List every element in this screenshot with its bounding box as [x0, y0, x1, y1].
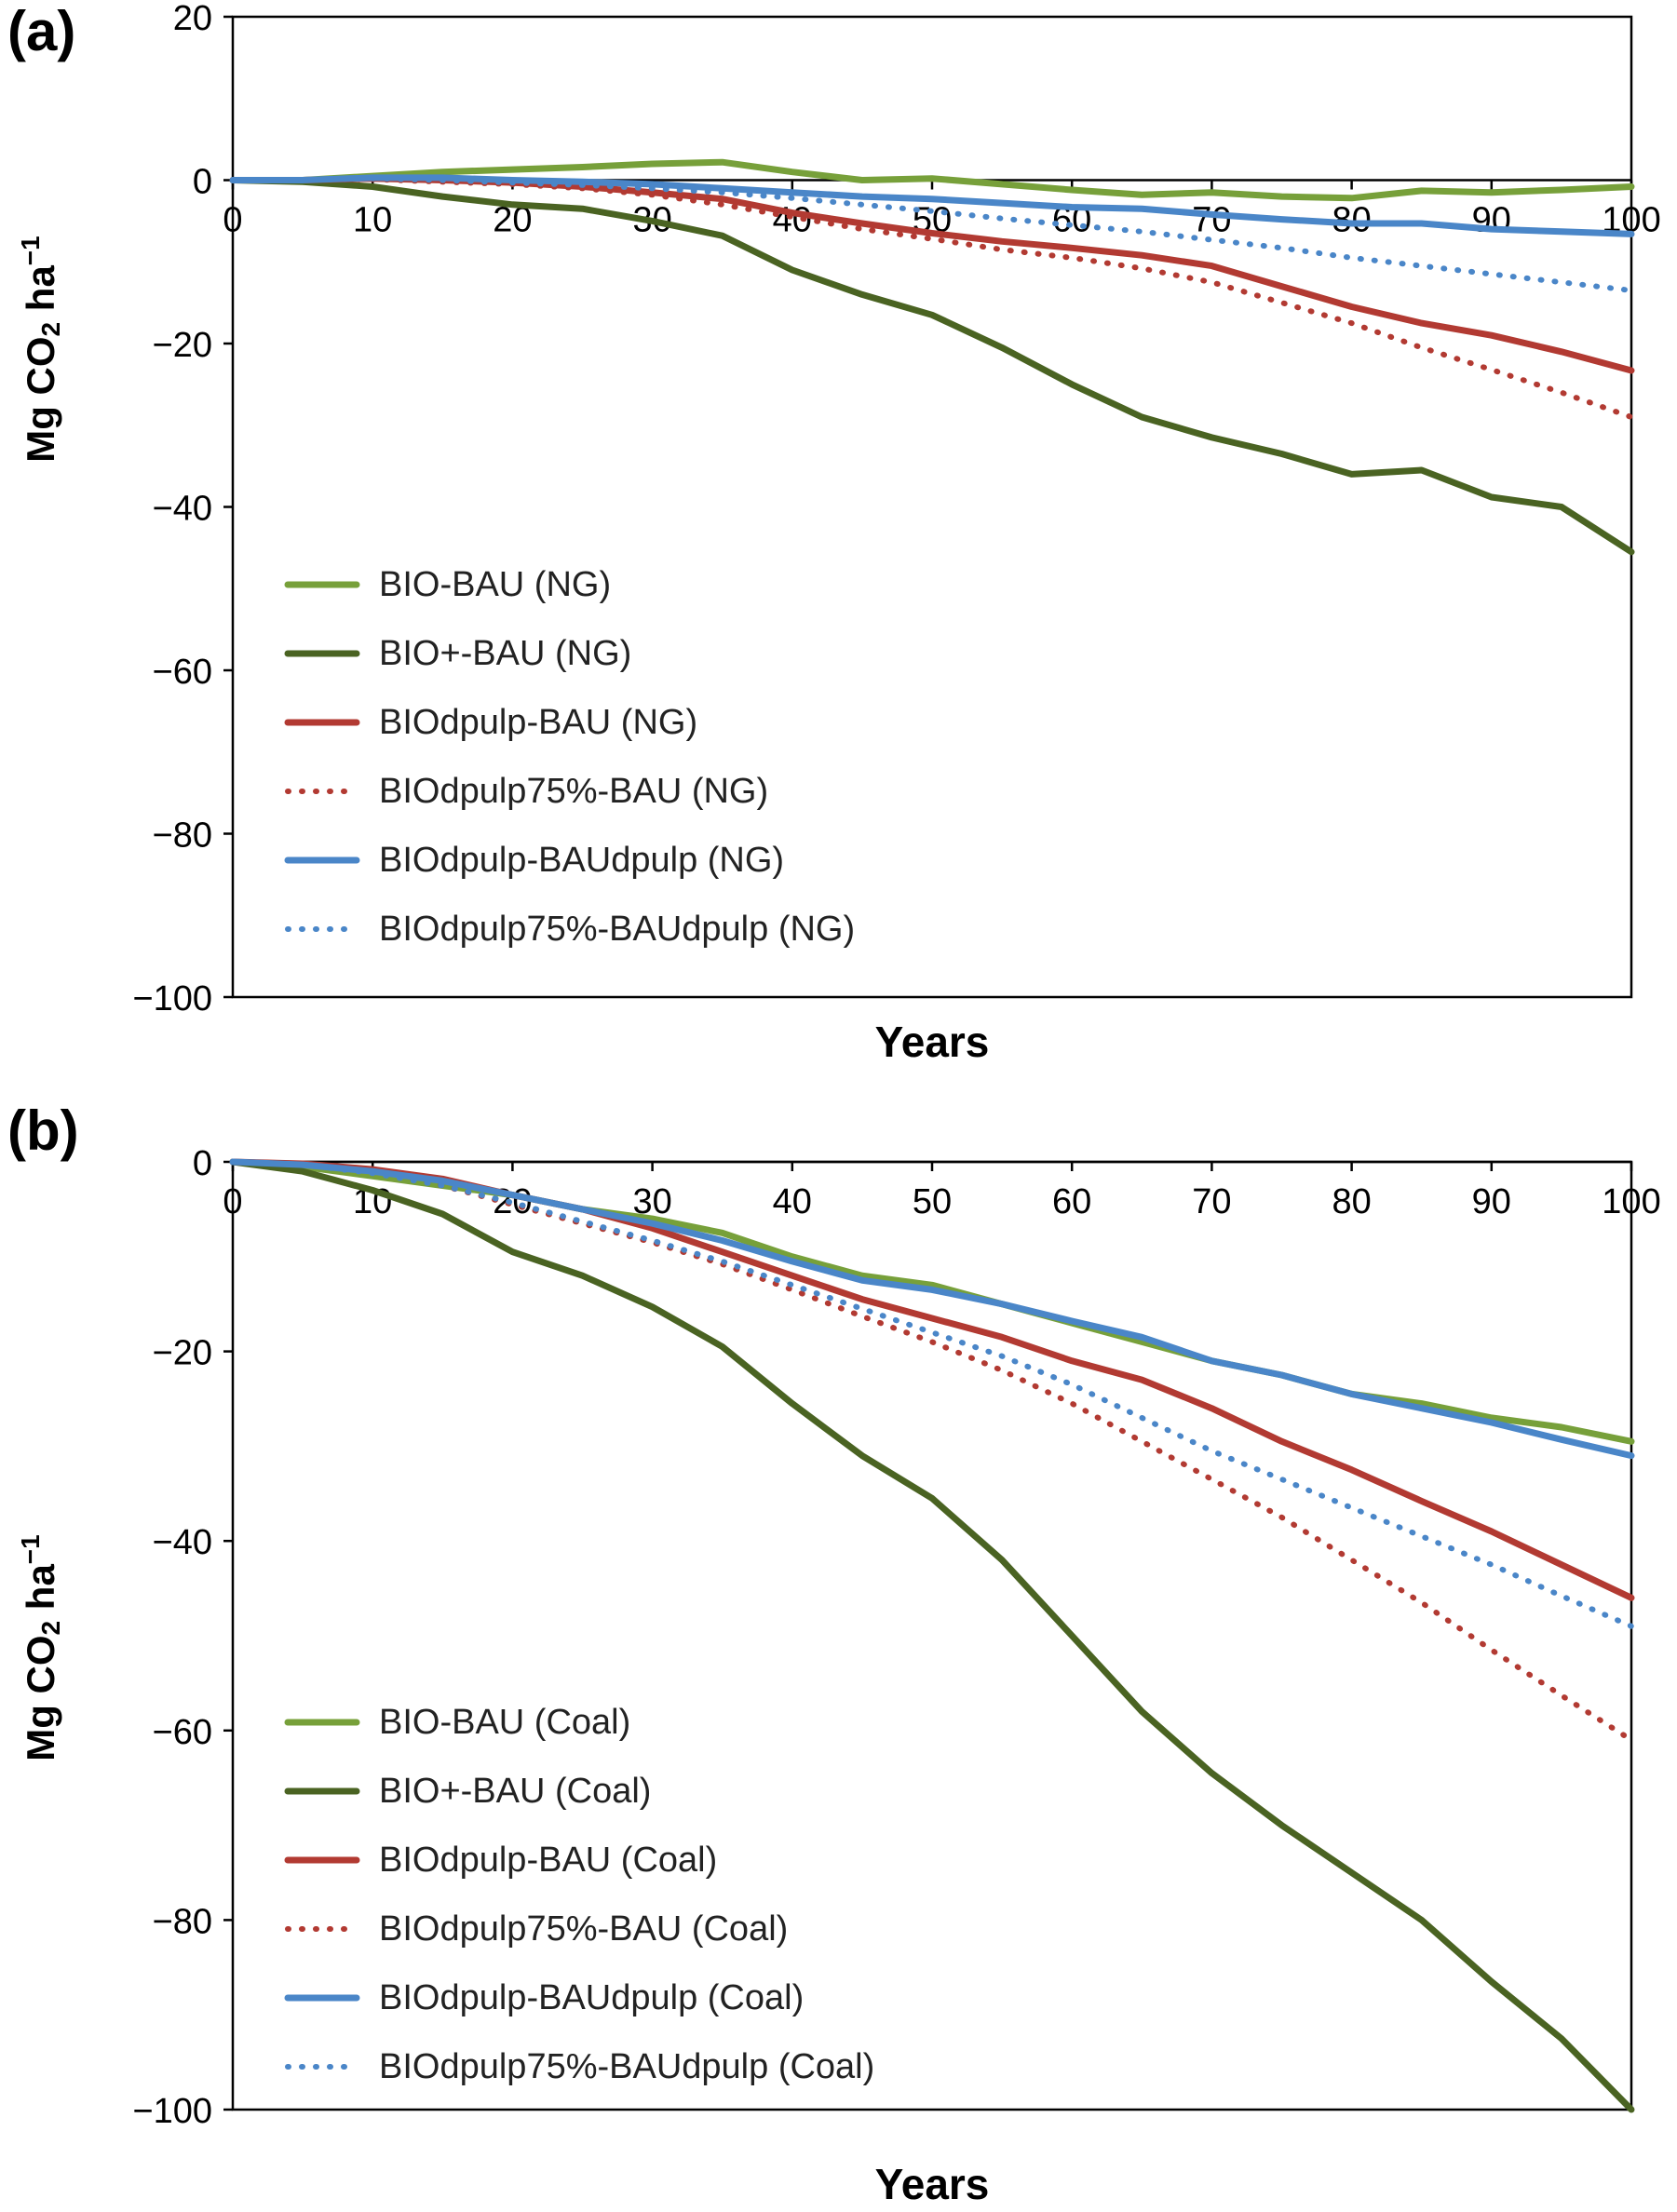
y-tick-label-b: −80 — [153, 1902, 212, 1941]
legend-label: BIO+-BAU (NG) — [379, 633, 632, 673]
legend-swatch — [284, 719, 360, 726]
legend-item-b-3: BIOdpulp75%-BAU (Coal) — [284, 1895, 874, 1963]
series-line-a-5 — [230, 175, 1634, 293]
x-tick-label-a: 10 — [353, 201, 392, 240]
y-tick-label-a: 20 — [173, 0, 212, 38]
legend-b: BIO-BAU (Coal) BIO+-BAU (Coal) BIOdpulp-BA… — [284, 1688, 874, 2101]
x-tick-label-b: 20 — [493, 1182, 532, 1221]
legend-item-a-3: BIOdpulp75%-BAU (NG) — [284, 757, 855, 826]
legend-item-a-2: BIOdpulp-BAU (NG) — [284, 688, 855, 757]
legend-label: BIO-BAU (Coal) — [379, 1702, 631, 1742]
x-tick-label-b: 60 — [1052, 1182, 1091, 1221]
legend-item-b-5: BIOdpulp75%-BAUdpulp (Coal) — [284, 2032, 874, 2101]
x-tick-label-b: 90 — [1472, 1182, 1511, 1221]
x-tick-label-b: 70 — [1192, 1182, 1231, 1221]
legend-item-b-2: BIOdpulp-BAU (Coal) — [284, 1826, 874, 1895]
legend-item-a-4: BIOdpulp-BAUdpulp (NG) — [284, 826, 855, 895]
y-tick-label-a: −40 — [153, 490, 212, 529]
chart-panel-a: 20 0 −20 −40 −60 −80 −100 0 10 20 30 40 50 60 70 80 90 10… — [0, 0, 1677, 1085]
x-axis-label-b: Years — [874, 2160, 990, 2208]
series-line-a-0 — [229, 158, 1635, 202]
x-tick-label-b: 80 — [1332, 1182, 1371, 1221]
x-tick-label-a: 70 — [1192, 201, 1231, 240]
legend-a: BIO-BAU (NG) BIO+-BAU (NG) BIOdpulp-BAU (N… — [284, 550, 855, 964]
legend-label: BIO+-BAU (Coal) — [379, 1771, 652, 1811]
legend-label: BIOdpulp-BAU (NG) — [379, 702, 698, 742]
legend-swatch — [284, 1994, 360, 2002]
y-tick-label-a: −60 — [153, 653, 212, 692]
legend-swatch — [285, 1926, 359, 1932]
panel-label-a: (a) — [7, 0, 76, 62]
y-tick-label-a: −20 — [153, 326, 212, 365]
x-tick-label-b: 50 — [913, 1182, 952, 1221]
legend-label: BIO-BAU (NG) — [379, 564, 612, 604]
series-line-a-4 — [229, 174, 1635, 237]
x-tick-label-b: 0 — [223, 1182, 242, 1221]
legend-label: BIOdpulp75%-BAU (NG) — [379, 771, 769, 811]
legend-label: BIOdpulp-BAUdpulp (NG) — [379, 840, 785, 880]
x-axis-label-a: Years — [874, 1018, 990, 1066]
legend-swatch — [284, 650, 360, 657]
legend-item-b-4: BIOdpulp-BAUdpulp (Coal) — [284, 1963, 874, 2032]
series-line-b-4 — [229, 1158, 1635, 1460]
legend-swatch — [284, 581, 360, 588]
legend-swatch — [285, 789, 359, 794]
legend-label: BIOdpulp-BAUdpulp (Coal) — [379, 1977, 805, 2017]
legend-item-a-5: BIOdpulp75%-BAUdpulp (NG) — [284, 895, 855, 964]
x-tick-label-b: 100 — [1602, 1182, 1660, 1221]
legend-swatch — [284, 1719, 360, 1726]
legend-item-b-0: BIO-BAU (Coal) — [284, 1688, 874, 1757]
legend-item-b-1: BIO+-BAU (Coal) — [284, 1757, 874, 1826]
series-line-b-2 — [229, 1158, 1635, 1601]
legend-item-a-0: BIO-BAU (NG) — [284, 550, 855, 619]
chart-panel-b: 0 −20 −40 −60 −80 −100 0 10 20 30 40 50 60 70 80 90 100 … — [0, 1085, 1677, 2212]
legend-label: BIOdpulp75%-BAUdpulp (Coal) — [379, 2046, 875, 2086]
legend-swatch — [284, 856, 360, 864]
legend-swatch — [284, 1787, 360, 1795]
y-tick-label-b: −20 — [153, 1334, 212, 1373]
y-axis-label-a: Mg CO2 ha−1 — [16, 236, 65, 463]
y-tick-label-a: 0 — [193, 163, 212, 202]
legend-swatch — [285, 926, 359, 932]
y-axis-label-b: Mg CO2 ha−1 — [16, 1534, 65, 1761]
y-tick-label-b: 0 — [193, 1144, 212, 1183]
y-tick-label-b: −40 — [153, 1523, 212, 1562]
y-tick-label-b: −100 — [132, 2092, 212, 2131]
legend-item-a-1: BIO+-BAU (NG) — [284, 619, 855, 688]
series-line-a-1 — [229, 177, 1635, 556]
legend-label: BIOdpulp75%-BAU (Coal) — [379, 1909, 789, 1949]
x-tick-label-a: 0 — [223, 201, 242, 240]
legend-swatch — [285, 2064, 359, 2070]
x-tick-label-b: 40 — [773, 1182, 812, 1221]
legend-label: BIOdpulp-BAU (Coal) — [379, 1840, 718, 1880]
y-tick-label-a: −80 — [153, 816, 212, 856]
legend-label: BIOdpulp75%-BAUdpulp (NG) — [379, 909, 856, 949]
y-tick-label-b: −60 — [153, 1713, 212, 1752]
x-tick-label-a: 90 — [1472, 201, 1511, 240]
legend-swatch — [284, 1856, 360, 1864]
series-line-b-5 — [230, 1159, 1634, 1629]
y-tick-label-a: −100 — [132, 979, 212, 1018]
series-line-b-3 — [230, 1159, 1634, 1743]
panel-label-b: (b) — [7, 1099, 79, 1162]
series-line-b-1 — [229, 1158, 1635, 2113]
